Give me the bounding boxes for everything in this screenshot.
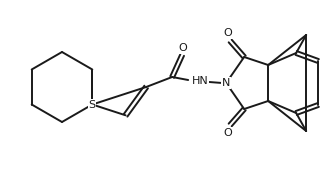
Text: N: N <box>222 78 230 88</box>
Text: S: S <box>89 100 96 110</box>
Text: O: O <box>224 28 233 38</box>
Text: O: O <box>224 128 233 138</box>
Text: HN: HN <box>192 76 209 86</box>
Text: O: O <box>179 43 188 53</box>
